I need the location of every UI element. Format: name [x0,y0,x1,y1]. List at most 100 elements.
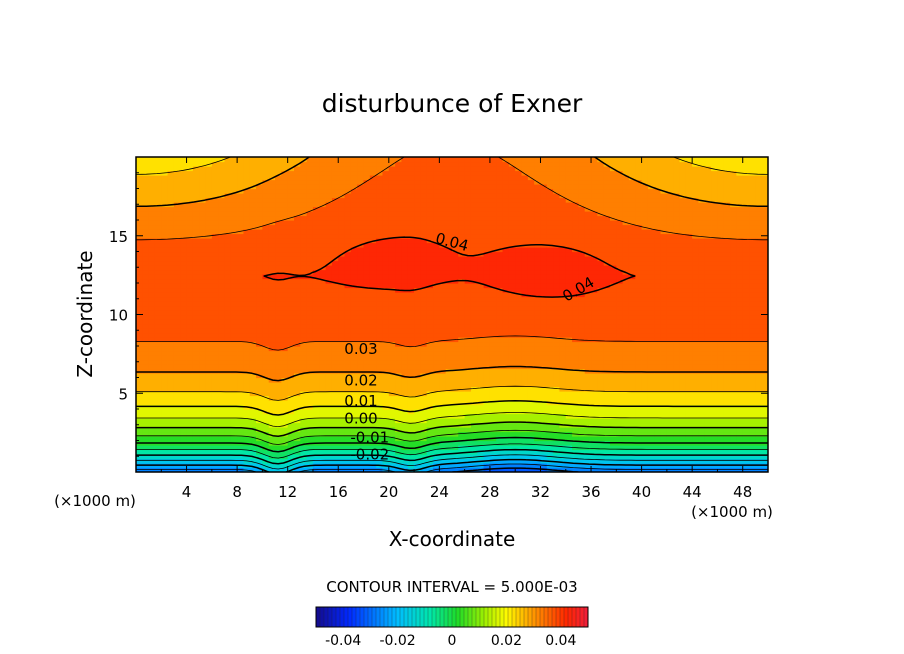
heat-cell [268,400,276,406]
heat-cell [199,350,207,356]
heat-cell [331,161,339,167]
heat-cell [167,292,175,298]
heat-cell [268,161,276,167]
heat-cell [192,215,200,221]
heat-cell [534,238,542,244]
heat-cell [325,251,333,257]
heat-cell [192,256,200,262]
heat-cell [420,364,428,370]
heat-cell [142,332,150,338]
heat-cell [338,413,346,419]
heat-cell [477,359,485,365]
heat-cell [559,445,567,451]
heat-cell [515,382,523,388]
heat-cell [192,202,200,208]
heat-cell [540,220,548,226]
heat-cell [186,413,194,419]
heat-cell [325,215,333,221]
heat-cell [388,377,396,383]
heat-cell [306,296,314,302]
heat-cell [401,161,409,167]
heat-cell [237,337,245,343]
heat-cell [249,341,257,347]
heat-cell [294,260,301,266]
heat-cell [275,292,282,298]
heat-cell [376,364,384,370]
heat-cell [300,328,308,334]
heat-cell [312,458,320,464]
heat-cell [477,431,485,437]
heat-cell [199,341,207,347]
heat-cell [180,188,188,194]
heat-cell [363,260,371,266]
heat-cell [521,220,529,226]
heat-cell [521,382,529,388]
heat-cell [331,418,339,424]
heat-cell [546,328,554,334]
heat-cell [401,224,409,230]
heat-cell [211,305,219,311]
heat-cell [515,256,523,262]
heat-cell [243,170,251,176]
heat-cell [439,386,447,392]
heat-cell [439,355,447,361]
heat-cell [180,305,188,311]
heat-cell [224,350,232,356]
heat-cell [515,260,523,266]
heat-cell [268,458,276,464]
heat-cell [553,278,561,284]
heat-cell [433,458,440,464]
heat-cell [186,269,194,275]
heat-cell [180,265,188,271]
heat-cell [275,391,282,397]
heat-cell [243,188,251,194]
heat-cell [249,292,257,298]
heat-cell [338,377,346,383]
heat-cell [376,301,384,307]
heat-cell [388,274,396,280]
heat-cell [243,436,251,442]
heat-cell [262,269,270,275]
heat-cell [186,170,194,176]
heat-cell [388,242,396,248]
heat-cell [553,247,561,253]
heat-cell [439,206,447,212]
heat-cell [414,220,421,226]
heat-cell [376,328,384,334]
heat-cell [306,377,314,383]
heat-cell [173,341,181,347]
heat-cell [464,274,472,280]
heat-cell [192,274,200,280]
heat-cell [262,314,270,320]
heat-cell [382,418,390,424]
heat-cell [205,341,213,347]
heat-cell [142,215,150,221]
heat-cell [470,166,478,172]
heat-cell [319,296,327,302]
heat-cell [180,211,188,217]
heat-cell [142,355,150,361]
heat-cell [395,301,403,307]
heat-cell [218,157,226,163]
heat-cell [553,184,561,190]
heat-cell [452,229,459,235]
heat-cell [136,328,143,334]
heat-cell [136,323,143,329]
heat-cell [350,409,358,415]
heat-cell [515,296,523,302]
heat-cell [395,292,403,298]
heat-cell [211,238,219,244]
heat-cell [275,157,282,163]
heat-cell [496,373,504,379]
heat-cell [173,337,181,343]
heat-cell [211,193,219,199]
heat-cell [553,161,561,167]
heat-cell [395,170,403,176]
heat-cell [395,445,403,451]
heat-cell [483,404,491,410]
heat-cell [426,197,434,203]
heat-cell [395,256,403,262]
heat-cell [230,364,238,370]
heat-cell [224,445,232,451]
heat-cell [376,337,384,343]
